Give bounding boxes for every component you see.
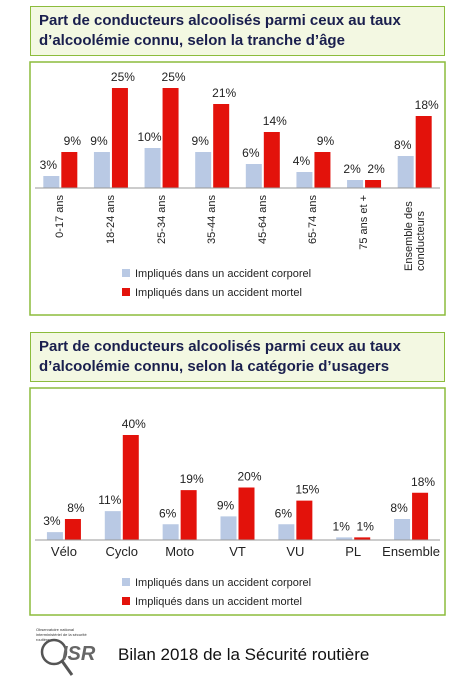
x-tick-label: 75 ans et + bbox=[358, 195, 371, 250]
bar bbox=[354, 537, 371, 540]
bar bbox=[43, 176, 60, 188]
bar bbox=[162, 88, 179, 188]
bar bbox=[365, 180, 382, 188]
x-tick-label: Moto bbox=[165, 544, 195, 559]
value-label: 10% bbox=[138, 130, 162, 144]
bar bbox=[263, 132, 280, 188]
legend-label: Impliqués dans un accident corporel bbox=[135, 577, 311, 589]
x-tick-label: 25-34 ans bbox=[155, 195, 168, 244]
x-tick-label: 65-74 ans bbox=[307, 195, 320, 244]
value-label: 40% bbox=[122, 417, 146, 431]
chart-title: Part de conducteurs alcoolisés parmi ceu… bbox=[30, 6, 445, 56]
value-label: 8% bbox=[390, 501, 408, 515]
value-label: 9% bbox=[90, 134, 108, 148]
logo-caption: Observatoire national interministériel d… bbox=[36, 627, 87, 642]
x-tick-label: Ensemble bbox=[382, 544, 440, 559]
bar bbox=[245, 164, 262, 188]
bar bbox=[61, 152, 78, 188]
value-label: 4% bbox=[293, 154, 311, 168]
bar bbox=[162, 524, 179, 540]
value-label: 25% bbox=[162, 70, 186, 84]
logo-lens bbox=[40, 638, 68, 666]
bar bbox=[336, 537, 353, 540]
legend-label: Impliqués dans un accident mortel bbox=[135, 287, 302, 299]
value-label: 21% bbox=[212, 86, 236, 100]
value-label: 8% bbox=[67, 501, 85, 515]
bar bbox=[220, 516, 237, 540]
x-tick-label: 35-44 ans bbox=[206, 195, 219, 244]
footer-text: Bilan 2018 de la Sécurité routière bbox=[118, 645, 370, 664]
value-label: 9% bbox=[217, 498, 235, 512]
bar bbox=[238, 487, 255, 540]
x-tick-label: 45-64 ans bbox=[256, 195, 269, 244]
bar bbox=[64, 519, 81, 540]
value-label: 19% bbox=[180, 472, 204, 486]
bar bbox=[213, 104, 230, 188]
value-label: 20% bbox=[237, 470, 261, 484]
legend-label: Impliqués dans un accident corporel bbox=[135, 268, 311, 280]
bar bbox=[296, 172, 313, 188]
value-label: 3% bbox=[43, 514, 61, 528]
bar bbox=[104, 511, 121, 540]
value-label: 6% bbox=[275, 506, 293, 520]
legend-label: Impliqués dans un accident mortel bbox=[135, 596, 302, 608]
value-label: 14% bbox=[263, 114, 287, 128]
logo-text: ISR bbox=[62, 643, 96, 665]
legend-swatch bbox=[122, 288, 130, 296]
value-label: 6% bbox=[242, 146, 260, 160]
value-label: 2% bbox=[343, 162, 361, 176]
chart-title: Part de conducteurs alcoolisés parmi ceu… bbox=[30, 332, 445, 382]
value-label: 11% bbox=[98, 493, 121, 507]
bar bbox=[195, 152, 212, 188]
value-label: 3% bbox=[40, 158, 58, 172]
bar bbox=[278, 524, 295, 540]
bar bbox=[394, 519, 411, 540]
x-tick-label: VT bbox=[229, 544, 246, 559]
bar bbox=[180, 490, 197, 540]
bar bbox=[347, 180, 364, 188]
legend-swatch bbox=[122, 578, 130, 586]
bar bbox=[93, 152, 110, 188]
legend-swatch bbox=[122, 597, 130, 605]
value-label: 9% bbox=[64, 134, 82, 148]
value-label: 2% bbox=[367, 162, 385, 176]
value-label: 18% bbox=[415, 98, 439, 112]
chart-frame bbox=[29, 387, 446, 616]
x-tick-label: 18-24 ans bbox=[104, 195, 117, 244]
bar bbox=[144, 148, 161, 188]
bar bbox=[122, 435, 139, 540]
value-label: 1% bbox=[357, 519, 375, 533]
chart-frame bbox=[29, 61, 446, 316]
bar bbox=[296, 500, 313, 540]
legend-swatch bbox=[122, 269, 130, 277]
value-label: 9% bbox=[317, 134, 335, 148]
x-tick-label: VU bbox=[286, 544, 305, 559]
value-label: 9% bbox=[192, 134, 210, 148]
bar bbox=[412, 492, 429, 540]
bar bbox=[397, 156, 414, 188]
value-label: 6% bbox=[159, 506, 177, 520]
x-tick-label: PL bbox=[345, 544, 362, 559]
value-label: 8% bbox=[394, 138, 412, 152]
bar bbox=[111, 88, 128, 188]
x-tick-label: Cyclo bbox=[105, 544, 139, 559]
x-tick-label: 0-17 ans bbox=[54, 195, 67, 238]
bar bbox=[314, 152, 331, 188]
value-label: 25% bbox=[111, 70, 135, 84]
value-label: 15% bbox=[295, 483, 319, 497]
x-tick-label: Ensemble des conducteurs bbox=[402, 201, 427, 271]
value-label: 18% bbox=[411, 475, 435, 489]
x-tick-label: Vélo bbox=[50, 544, 77, 559]
bar bbox=[415, 116, 432, 188]
logo-handle bbox=[60, 660, 74, 676]
bar bbox=[46, 532, 63, 540]
value-label: 1% bbox=[333, 519, 351, 533]
